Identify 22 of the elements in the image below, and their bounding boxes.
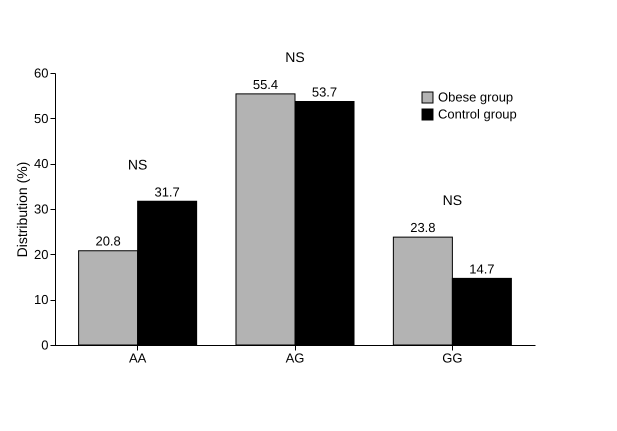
legend-label: Control group <box>438 106 517 122</box>
legend-label: Obese group <box>438 90 514 104</box>
data-label: 23.8 <box>410 220 436 236</box>
data-label: 55.4 <box>252 76 278 92</box>
data-label: 14.7 <box>469 261 495 276</box>
data-label: 31.7 <box>154 184 180 200</box>
x-tick-label: GG <box>442 350 462 366</box>
y-tick-label: 50 <box>34 110 48 126</box>
y-tick-label: 40 <box>34 156 48 172</box>
annotation: NS <box>442 192 462 208</box>
y-tick-label: 10 <box>34 292 48 308</box>
y-tick-label: 30 <box>34 202 48 216</box>
data-label: 53.7 <box>312 84 338 100</box>
y-axis-title: Distribution (%) <box>14 162 30 258</box>
text: NS <box>285 48 305 65</box>
x-tick-label: AG <box>286 350 304 366</box>
y-tick-label: 0 <box>41 338 48 352</box>
data-label: 20.8 <box>95 234 121 249</box>
y-tick-label: 20 <box>34 246 48 262</box>
x-tick-label: AA <box>128 350 147 366</box>
annotation: NS <box>128 156 148 172</box>
y-tick-label: 60 <box>34 66 48 80</box>
